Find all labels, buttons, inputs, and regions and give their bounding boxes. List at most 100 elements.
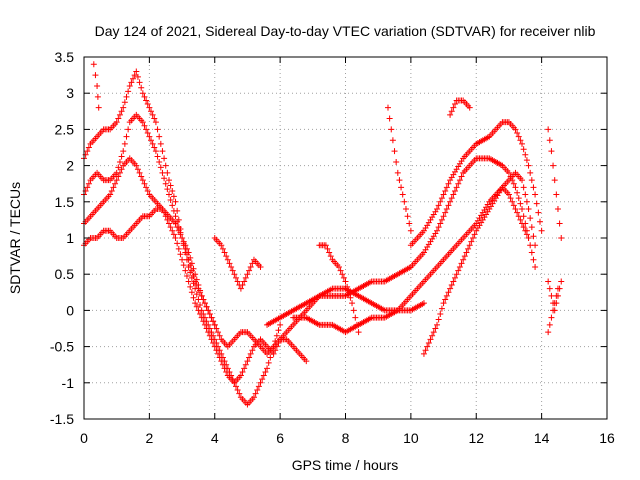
data-point [545, 329, 552, 336]
data-point [556, 220, 563, 227]
series-track-d [81, 206, 218, 328]
data-point [167, 196, 174, 203]
data-point [430, 329, 437, 336]
data-point [218, 358, 225, 365]
data-point [530, 184, 537, 191]
data-point [259, 376, 266, 383]
data-point [505, 169, 512, 176]
series-track-m [545, 285, 561, 336]
data-point [337, 267, 344, 274]
data-point [236, 390, 243, 397]
data-point [244, 271, 251, 278]
y-tick-label: 1.5 [55, 194, 75, 210]
data-point [237, 285, 244, 292]
y-tick-label: 2 [66, 158, 74, 174]
data-point [239, 368, 246, 375]
data-point [517, 216, 524, 223]
data-point [112, 180, 119, 187]
data-point [120, 104, 127, 111]
data-point [551, 177, 558, 184]
data-point [519, 140, 526, 147]
data-point [257, 263, 264, 270]
data-point [165, 220, 172, 227]
data-point [157, 164, 164, 171]
data-point [141, 122, 148, 129]
data-point [188, 260, 195, 267]
data-point [118, 108, 125, 115]
data-point [190, 294, 197, 301]
data-point [224, 256, 231, 263]
data-point [523, 198, 530, 205]
data-point [121, 99, 128, 106]
data-point [249, 347, 256, 354]
data-point [450, 191, 457, 198]
data-point [528, 249, 535, 256]
data-point [130, 75, 137, 82]
data-point [447, 285, 454, 292]
data-point [460, 256, 467, 263]
data-point [84, 184, 91, 191]
data-point [175, 245, 182, 252]
data-point [125, 126, 132, 133]
data-point [538, 227, 545, 234]
data-point [267, 354, 274, 361]
data-point [352, 314, 359, 321]
data-point [277, 321, 284, 328]
data-point [327, 253, 334, 260]
series-track-g [407, 119, 545, 249]
data-point [519, 220, 526, 227]
series-track-k [545, 126, 565, 241]
data-point [324, 245, 331, 252]
data-point [391, 148, 398, 155]
data-point [182, 267, 189, 274]
data-point [519, 177, 526, 184]
data-point [183, 245, 190, 252]
axis-ticks [83, 56, 608, 420]
data-point [469, 235, 476, 241]
data-point [510, 180, 517, 187]
data-point [546, 285, 553, 292]
data-point [558, 278, 565, 285]
data-point [455, 267, 462, 274]
data-point [169, 187, 176, 194]
data-point [349, 300, 356, 307]
data-point [187, 254, 194, 261]
data-point [185, 249, 192, 256]
data-point [141, 93, 148, 100]
chart-title: Day 124 of 2021, Sidereal Day-to-day VTE… [95, 23, 596, 39]
data-point [339, 271, 346, 278]
data-point [246, 354, 253, 361]
data-point [113, 177, 120, 184]
data-point [554, 285, 561, 292]
data-point [190, 265, 197, 272]
data-point [517, 137, 524, 144]
data-point [110, 184, 117, 191]
data-point [353, 321, 360, 328]
data-point [201, 300, 208, 307]
data-point [95, 104, 102, 111]
data-point [151, 115, 158, 122]
data-point [456, 263, 463, 270]
data-point [458, 260, 465, 267]
data-point [468, 238, 475, 245]
data-point [335, 263, 342, 270]
data-point [528, 177, 535, 184]
data-point [144, 187, 151, 194]
data-point [429, 332, 436, 339]
x-tick-labels: 0 2 4 6 8 10 12 14 16 [80, 430, 615, 446]
data-point [530, 256, 537, 263]
series-track-o [211, 235, 264, 292]
data-point [514, 130, 521, 137]
data-point [187, 283, 194, 290]
data-point [520, 224, 527, 231]
data-point [126, 82, 133, 89]
data-point [221, 365, 228, 372]
data-point [466, 242, 473, 249]
data-point [533, 200, 540, 207]
data-point [435, 202, 442, 209]
data-point [548, 314, 555, 321]
data-point [398, 184, 405, 191]
data-point [340, 274, 347, 281]
data-point [515, 195, 522, 202]
